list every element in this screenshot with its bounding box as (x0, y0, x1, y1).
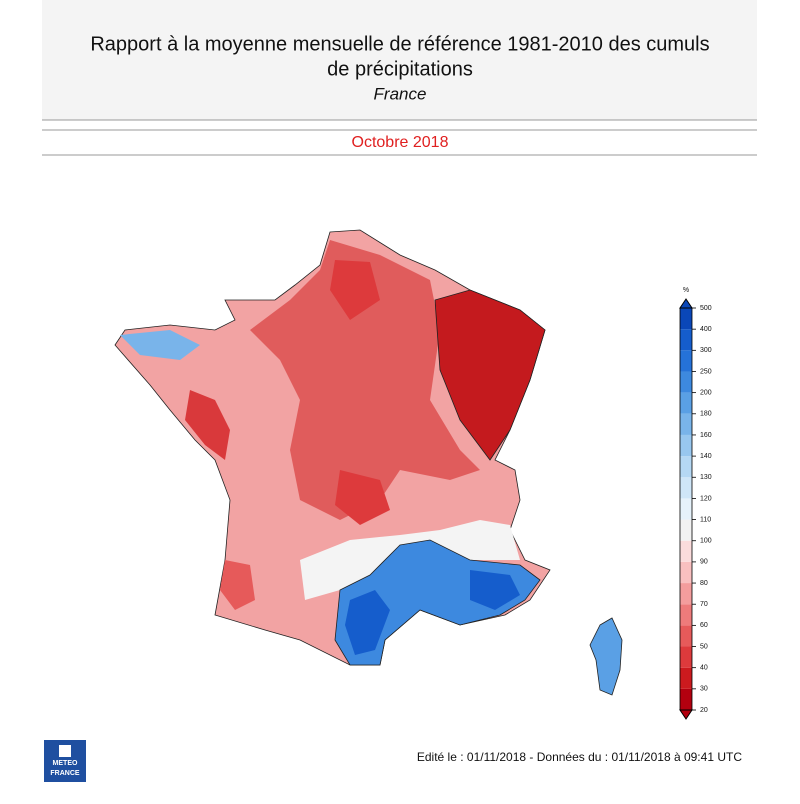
colorbar-band (680, 646, 692, 668)
colorbar-band (680, 371, 692, 393)
colorbar-tick-label: 40 (700, 665, 708, 672)
header-bg (42, 0, 757, 120)
colorbar-band (680, 540, 692, 562)
colorbar-band (680, 688, 692, 710)
colorbar-tick-label: 50 (700, 643, 708, 650)
title-line: Rapport à la moyenne mensuelle de référe… (90, 33, 709, 55)
colorbar-band (680, 583, 692, 605)
colorbar-tick-label: 140 (700, 453, 712, 460)
title-line: de précipitations (327, 58, 473, 80)
colorbar-tick-label: 70 (700, 601, 708, 608)
colorbar-band (680, 392, 692, 414)
colorbar-tick-label: 250 (700, 368, 712, 375)
colorbar-unit: % (683, 287, 689, 294)
colorbar-tick-label: 30 (700, 686, 708, 693)
colorbar-tick-label: 110 (700, 516, 711, 523)
colorbar-tick-label: 300 (700, 347, 712, 354)
colorbar-tick-label: 180 (700, 411, 712, 418)
colorbar-tick-label: 80 (700, 580, 708, 587)
colorbar-band (680, 350, 692, 372)
edition-note: Edité le : 01/11/2018 - Données du : 01/… (417, 750, 742, 764)
colorbar-tick-label: 90 (700, 559, 708, 566)
logo-text: METEO (53, 760, 78, 767)
colorbar-tick-label: 120 (700, 495, 712, 502)
colorbar-band (680, 477, 692, 499)
colorbar-tick-label: 130 (700, 474, 712, 481)
colorbar-band (680, 561, 692, 584)
colorbar-tick-label: 160 (700, 432, 712, 439)
colorbar-band (680, 519, 692, 541)
logo-icon (59, 745, 71, 757)
colorbar-frame (679, 307, 693, 711)
colorbar-band (680, 498, 692, 520)
colorbar-tick-label: 500 (700, 305, 712, 312)
colorbar-band (680, 413, 692, 435)
colorbar-band (680, 667, 692, 689)
colorbar-tick-label: 100 (700, 538, 712, 545)
colorbar-band (680, 604, 692, 626)
colorbar-end (679, 709, 693, 720)
colorbar-tick-label: 400 (700, 326, 712, 333)
colorbar-band (680, 308, 692, 330)
colorbar-tick-label: 20 (700, 707, 708, 714)
colorbar-end (679, 298, 693, 309)
colorbar-band (680, 456, 692, 478)
colorbar-band (680, 625, 692, 647)
france-map (114, 229, 623, 696)
colorbar-tick-label: 60 (700, 622, 708, 629)
period: Octobre 2018 (352, 134, 449, 151)
colorbar-tick-label: 200 (700, 389, 712, 396)
colorbar: 20 30 40 50 60 70 80 90 100 110 120 130 140 160 180 200… (679, 287, 712, 720)
logo-text: FRANCE (50, 770, 79, 777)
colorbar-band (680, 329, 692, 351)
region: France (374, 84, 427, 103)
colorbar-band (680, 434, 692, 457)
